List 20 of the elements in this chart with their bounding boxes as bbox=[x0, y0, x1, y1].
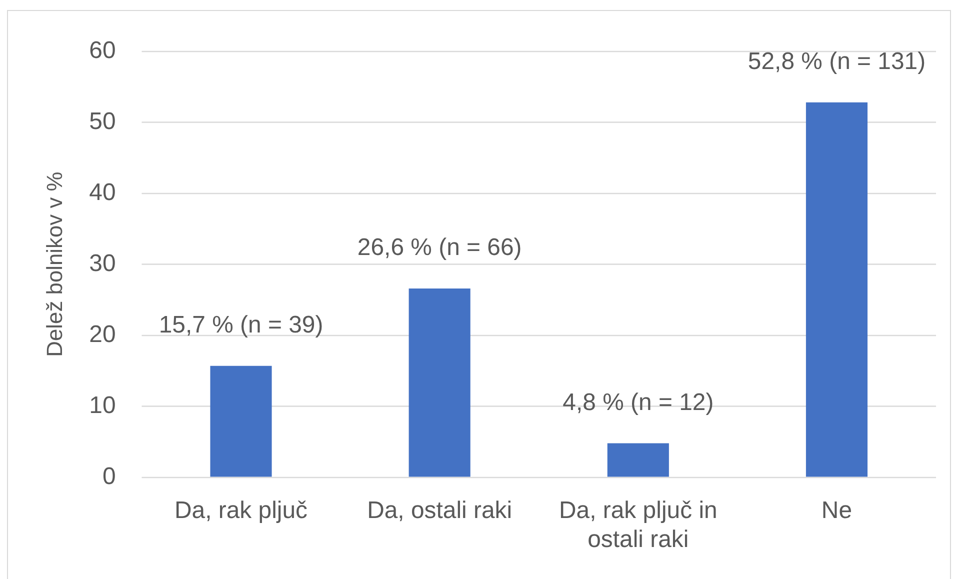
data-label: 52,8 % (n = 131) bbox=[748, 48, 926, 76]
x-tick-label: Da, rak pljuč bbox=[174, 497, 308, 524]
y-tick-label: 30 bbox=[89, 250, 116, 277]
bar bbox=[806, 102, 868, 477]
bar bbox=[408, 288, 470, 477]
y-tick-label: 60 bbox=[89, 36, 116, 64]
y-tick-label: 50 bbox=[89, 108, 116, 135]
x-tick-label: Ne bbox=[821, 497, 852, 524]
bar bbox=[607, 443, 669, 477]
y-tick-label: 40 bbox=[89, 178, 116, 206]
y-tick-label: 20 bbox=[89, 320, 116, 348]
x-tick-label: Da, ostali raki bbox=[367, 497, 512, 524]
y-tick-label: 0 bbox=[102, 462, 116, 490]
y-tick-label: 10 bbox=[89, 392, 116, 419]
data-label: 15,7 % (n = 39) bbox=[158, 312, 324, 339]
data-label: 26,6 % (n = 66) bbox=[357, 234, 522, 262]
data-label: 4,8 % (n = 12) bbox=[562, 389, 714, 416]
bar bbox=[210, 366, 272, 477]
x-tick-label: Da, rak pljuč in ostali raki bbox=[559, 497, 718, 553]
y-axis-title: Delež bolnikov v % bbox=[42, 172, 68, 357]
